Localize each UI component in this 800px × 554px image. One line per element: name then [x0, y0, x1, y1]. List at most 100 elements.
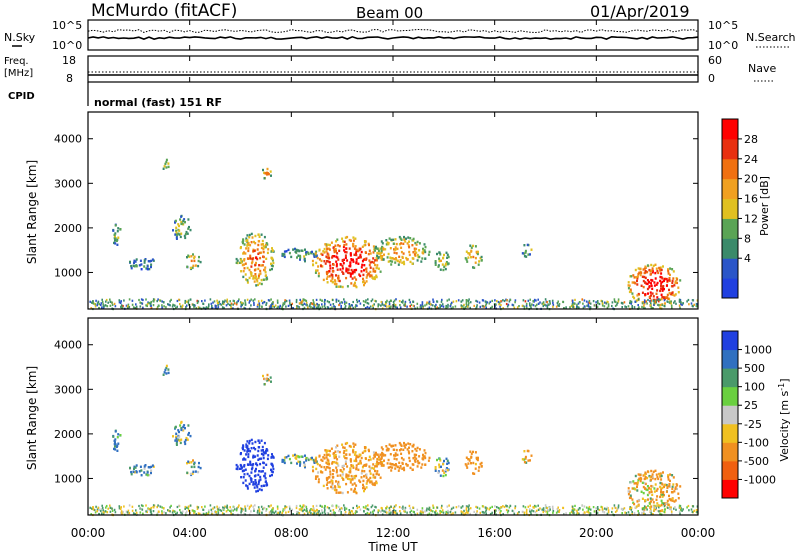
power-clutter-cell	[468, 302, 470, 305]
velocity-clutter-cell	[587, 509, 590, 512]
velocity-clutter-cell	[537, 504, 539, 507]
power-cell	[243, 263, 246, 266]
colorbar-swatch	[722, 138, 738, 160]
velocity-cell	[352, 449, 354, 453]
power-clutter-cell	[389, 307, 392, 310]
power-cell	[361, 245, 364, 248]
velocity-cell	[523, 461, 526, 464]
velocity-cell	[266, 373, 269, 377]
velocity-clutter-cell	[544, 509, 546, 512]
power-clutter-cell	[174, 304, 176, 307]
velocity-cell	[329, 449, 331, 453]
power-cell	[251, 236, 254, 239]
velocity-clutter-cell	[141, 508, 144, 511]
velocity-clutter-cell	[236, 507, 238, 510]
power-clutter-cell	[503, 299, 506, 303]
power-clutter-cell	[464, 306, 467, 309]
velocity-cell	[148, 466, 151, 469]
velocity-clutter-cell	[416, 508, 419, 511]
velocity-cell	[648, 502, 651, 505]
power-cell	[386, 256, 389, 259]
power-cell	[523, 244, 526, 247]
velocity-clutter-cell	[178, 504, 180, 507]
velocity-clutter-cell	[339, 508, 341, 511]
power-cell	[263, 171, 266, 175]
power-clutter-cell	[227, 302, 229, 306]
power-clutter-cell	[658, 304, 660, 307]
power-cell	[331, 273, 334, 277]
velocity-cell	[335, 466, 338, 469]
power-cell	[441, 263, 444, 266]
velocity-clutter-cell	[244, 507, 247, 510]
power-clutter-cell	[249, 299, 251, 302]
power-clutter-cell	[323, 304, 326, 307]
velocity-cell	[138, 470, 141, 473]
power-cell	[172, 229, 174, 232]
power-cell	[672, 270, 675, 273]
power-cell	[267, 248, 270, 251]
velocity-clutter-cell	[588, 505, 591, 509]
velocity-cell	[328, 463, 331, 466]
power-cell	[339, 268, 342, 271]
colorbar-tick-label: 500	[744, 362, 765, 375]
power-cell	[679, 279, 682, 282]
power-clutter-cell	[121, 306, 123, 309]
power-clutter-cell	[277, 305, 279, 308]
power-clutter-cell	[466, 305, 469, 308]
power-clutter-cell	[217, 304, 219, 307]
velocity-cell	[249, 460, 252, 463]
power-cell	[661, 288, 664, 291]
power-cell	[295, 248, 298, 252]
power-cell	[333, 282, 336, 286]
velocity-clutter-cell	[631, 513, 633, 516]
power-cell	[390, 257, 393, 260]
velocity-cell	[294, 453, 296, 457]
power-cell	[644, 281, 647, 284]
velocity-cell	[663, 503, 666, 507]
power-cell	[655, 283, 658, 286]
power-cell	[412, 237, 415, 241]
velocity-cell	[478, 466, 481, 469]
power-cell	[661, 285, 664, 288]
velocity-clutter-cell	[442, 511, 445, 514]
velocity-clutter-cell	[552, 507, 554, 510]
velocity-clutter-cell	[226, 504, 228, 507]
power-clutter-cell	[469, 301, 472, 304]
power-clutter-cell	[362, 300, 365, 303]
power-cell	[656, 270, 659, 273]
velocity-clutter-cell	[388, 512, 391, 515]
velocity-cell	[392, 448, 395, 451]
velocity-cell	[636, 500, 639, 503]
power-cell	[187, 254, 190, 257]
power-clutter-cell	[308, 305, 311, 308]
power-clutter-cell	[211, 307, 214, 310]
velocity-cell	[350, 478, 352, 482]
velocity-clutter-cell	[688, 509, 690, 512]
velocity-clutter-cell	[611, 510, 613, 514]
power-cell	[654, 263, 657, 266]
velocity-cell	[114, 430, 117, 433]
velocity-clutter-cell	[122, 510, 124, 514]
power-cell	[260, 278, 263, 282]
power-cell	[668, 288, 670, 292]
velocity-clutter-cell	[311, 508, 313, 511]
velocity-cell	[334, 453, 337, 457]
velocity-cell	[641, 481, 644, 484]
velocity-cell	[240, 467, 243, 470]
velocity-cell	[357, 455, 360, 459]
power-cell	[263, 246, 266, 249]
power-clutter-cell	[532, 300, 534, 303]
power-cell	[651, 287, 654, 290]
power-cell	[529, 253, 531, 256]
power-clutter-cell	[123, 299, 125, 302]
velocity-cell	[116, 449, 119, 452]
power-clutter-cell	[432, 298, 434, 301]
velocity-clutter-cell	[614, 506, 617, 510]
power-clutter-cell	[578, 306, 580, 309]
velocity-clutter-cell	[270, 510, 272, 513]
velocity-cell	[436, 458, 438, 462]
power-cell	[474, 256, 477, 260]
power-cell	[352, 258, 354, 261]
velocity-clutter-cell	[500, 506, 502, 509]
power-clutter-cell	[547, 303, 550, 306]
